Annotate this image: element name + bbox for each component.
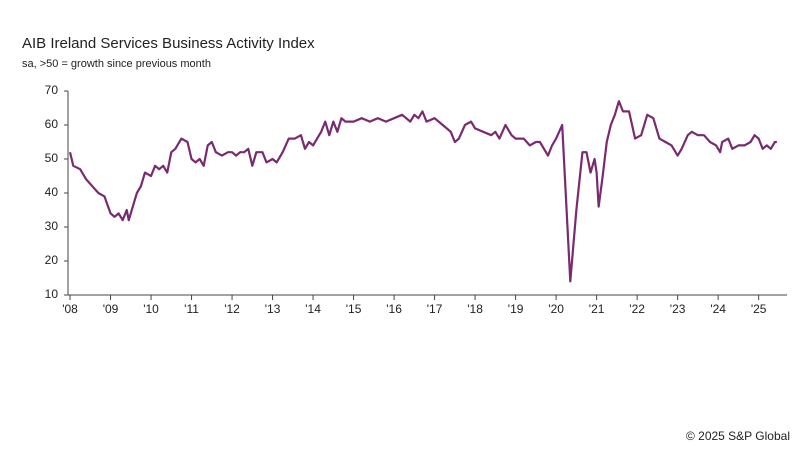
y-tick-label: 70 xyxy=(45,83,59,97)
x-tick-label: '15 xyxy=(346,302,362,316)
x-tick-label: '09 xyxy=(103,302,119,316)
y-tick-label: 60 xyxy=(45,117,59,131)
x-tick-label: '11 xyxy=(184,302,199,316)
y-tick-label: 40 xyxy=(45,185,59,199)
x-tick-label: '16 xyxy=(386,302,402,316)
y-tick-label: 10 xyxy=(45,287,59,301)
x-tick-label: '13 xyxy=(265,302,281,316)
x-tick-label: '08 xyxy=(62,302,78,316)
x-tick-label: '10 xyxy=(143,302,159,316)
chart-title: AIB Ireland Services Business Activity I… xyxy=(22,35,315,52)
x-tick-label: '19 xyxy=(508,302,524,316)
x-tick-label: '14 xyxy=(305,302,321,316)
source: © 2025 S&P Global xyxy=(686,429,790,443)
y-tick-label: 30 xyxy=(45,219,59,233)
x-tick-label: '23 xyxy=(670,302,686,316)
data-line xyxy=(68,100,777,283)
x-tick-label: '22 xyxy=(629,302,645,316)
x-tick-label: '17 xyxy=(427,302,443,316)
x-tick-label: '21 xyxy=(589,302,605,316)
chart-subtitle: sa, >50 = growth since previous month xyxy=(22,58,211,70)
y-tick-label: 50 xyxy=(45,151,59,165)
x-tick-label: '12 xyxy=(224,302,240,316)
x-tick-label: '24 xyxy=(710,302,726,316)
x-tick-label: '25 xyxy=(751,302,767,316)
y-tick-label: 20 xyxy=(45,253,59,267)
x-tick-label: '20 xyxy=(548,302,564,316)
x-tick-label: '18 xyxy=(467,302,483,316)
